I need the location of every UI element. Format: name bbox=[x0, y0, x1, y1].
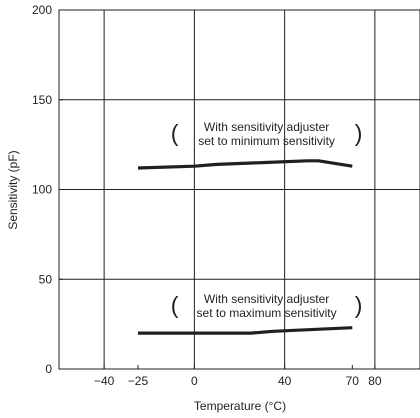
y-axis-label: Sensitivity (pF) bbox=[6, 150, 20, 229]
x-tick-label: 0 bbox=[191, 374, 198, 388]
annotation-right-paren: ) bbox=[355, 120, 363, 146]
x-tick-label: 70 bbox=[346, 374, 360, 388]
annotation-left-paren: ( bbox=[171, 120, 179, 146]
annotation-text-line: set to minimum sensitivity bbox=[198, 134, 335, 148]
x-axis-label: Temperature (°C) bbox=[194, 399, 286, 413]
annotation-text-line: set to maximum sensitivity bbox=[197, 306, 337, 320]
x-tick-label: −40 bbox=[94, 374, 115, 388]
grid bbox=[59, 10, 420, 369]
x-tick-label: 40 bbox=[278, 374, 292, 388]
series-line-1 bbox=[137, 159, 353, 170]
series-layer bbox=[137, 159, 353, 335]
annotation-left-paren: ( bbox=[171, 292, 179, 318]
y-tick-label: 50 bbox=[39, 272, 53, 286]
annotation-text-line: With sensitivity adjuster bbox=[204, 292, 329, 306]
annotation-text-line: With sensitivity adjuster bbox=[204, 120, 329, 134]
y-tick-label: 100 bbox=[32, 183, 52, 197]
y-tick-label: 150 bbox=[32, 93, 52, 107]
y-tick-label: 0 bbox=[45, 362, 52, 376]
x-tick-label: 80 bbox=[368, 374, 382, 388]
x-tick-label: −25 bbox=[128, 374, 149, 388]
series-line-2 bbox=[138, 326, 353, 335]
axis-ticks: −40 −25 0 40 70 80 0 50 100 150 200 bbox=[32, 3, 382, 388]
annotation-right-paren: ) bbox=[355, 292, 363, 318]
y-tick-label: 200 bbox=[32, 3, 52, 17]
